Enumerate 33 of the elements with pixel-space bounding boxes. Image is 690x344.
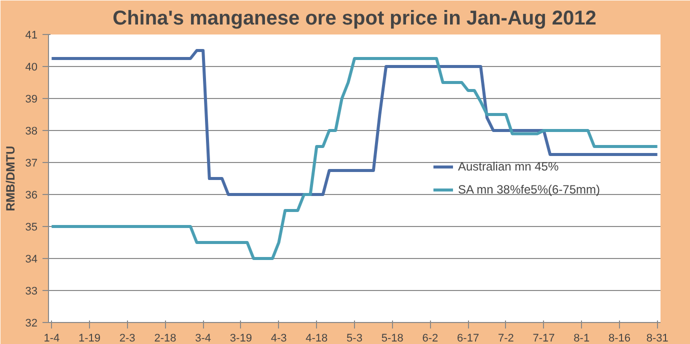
x-tick-label: 7-17 [532,332,555,344]
x-tick-label: 8-1 [574,332,590,344]
y-tick-label: 32 [25,318,38,330]
x-tick-label: 1-19 [78,332,101,344]
y-tick-label: 37 [25,158,38,170]
x-tick-label: 6-2 [422,332,438,344]
x-tick-label: 7-2 [498,332,514,344]
x-tick-label: 3-19 [230,332,252,344]
y-axis-title: RMB/DMTU [3,146,18,212]
y-tick-label: 38 [25,126,38,138]
y-tick-label: 34 [25,254,38,266]
x-tick-label: 1-4 [44,332,60,344]
y-tick-label: 39 [25,94,38,106]
x-tick-label: 4-3 [270,332,287,344]
y-tick-label: 33 [25,286,38,298]
y-tick-label: 35 [25,222,38,234]
x-tick-label: 6-17 [457,332,480,344]
y-tick-label: 40 [25,62,38,74]
x-tick-label: 3-4 [195,332,212,344]
legend-label: SA mn 38%fe5%(6-75mm) [458,182,600,196]
x-tick-label: 5-18 [381,332,404,344]
y-tick-label: 41 [25,30,38,42]
x-tick-label: 8-16 [608,332,631,344]
x-tick-label: 4-18 [306,332,328,344]
line-series [50,49,659,196]
line-series [50,57,659,260]
x-tick-label: 5-3 [346,332,362,344]
chart-title: China's manganese ore spot price in Jan-Aug 2012 [112,8,596,30]
y-tick-label: 36 [25,190,38,202]
x-tick-label: 2-18 [154,332,176,344]
x-tick-label: 2-3 [119,332,136,344]
x-tick-label: 8-31 [646,332,668,344]
legend-label: Australian mn 45% [458,160,559,174]
